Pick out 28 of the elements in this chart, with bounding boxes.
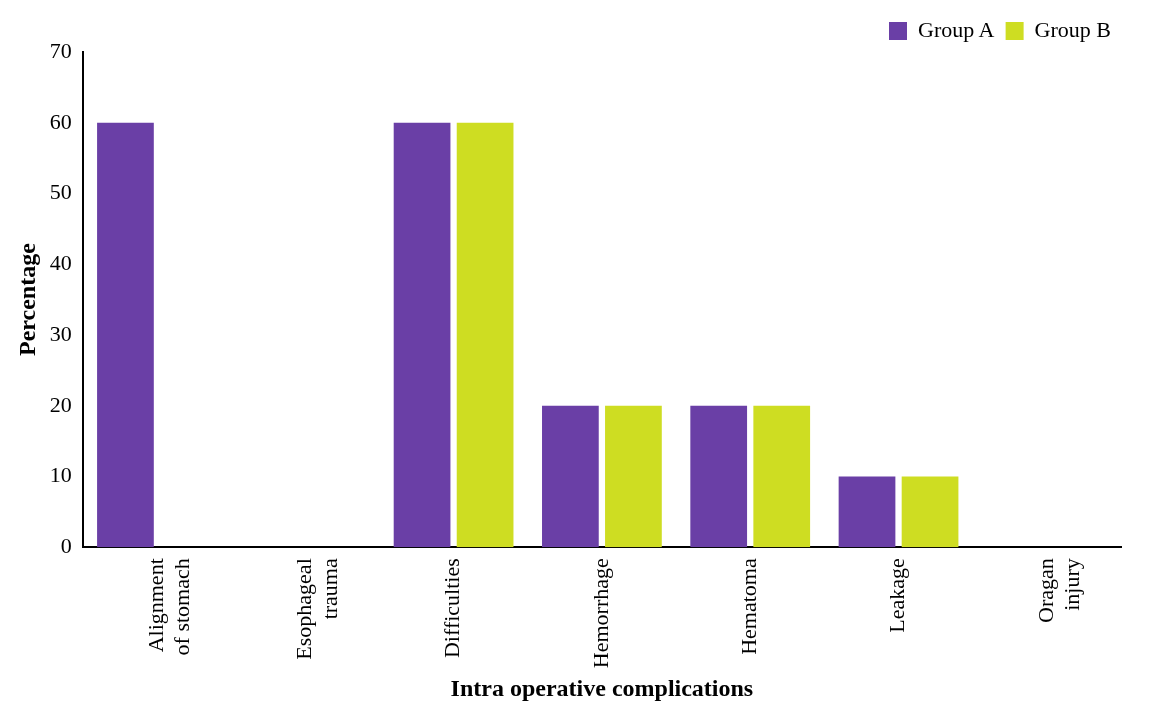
bar (542, 405, 599, 548)
y-tick-label: 0 (60, 533, 72, 559)
x-tick-label: Hemorrhage (587, 558, 613, 669)
y-tick-label: 60 (49, 108, 72, 134)
bar (753, 405, 811, 548)
y-tick-label: 10 (49, 462, 72, 488)
bar (838, 476, 896, 548)
bar (690, 405, 748, 548)
bar (97, 122, 154, 548)
x-tick-label: Esophageal trauma (291, 558, 343, 660)
y-tick-label: 20 (49, 391, 72, 417)
legend-label: Group B (1034, 16, 1111, 42)
bar (393, 122, 451, 548)
bar (456, 122, 514, 548)
x-tick-label: Difficulties (439, 558, 465, 659)
bar (901, 476, 959, 548)
bar (605, 405, 662, 548)
x-tick-label: Oragan injury (1032, 558, 1085, 623)
x-tick-label: Leakage (884, 558, 910, 633)
y-tick-label: 30 (49, 320, 72, 346)
y-tick-label: 40 (49, 250, 72, 276)
legend-label: Group A (918, 16, 995, 42)
y-axis-title: Percentage (13, 242, 40, 357)
x-tick-label: Alignment of stomach (142, 558, 195, 656)
x-tick-label: Hematoma (736, 558, 761, 655)
x-axis-title: Intra operative complications (450, 674, 754, 701)
y-tick-label: 50 (49, 179, 72, 205)
y-tick-label: 70 (49, 37, 72, 63)
